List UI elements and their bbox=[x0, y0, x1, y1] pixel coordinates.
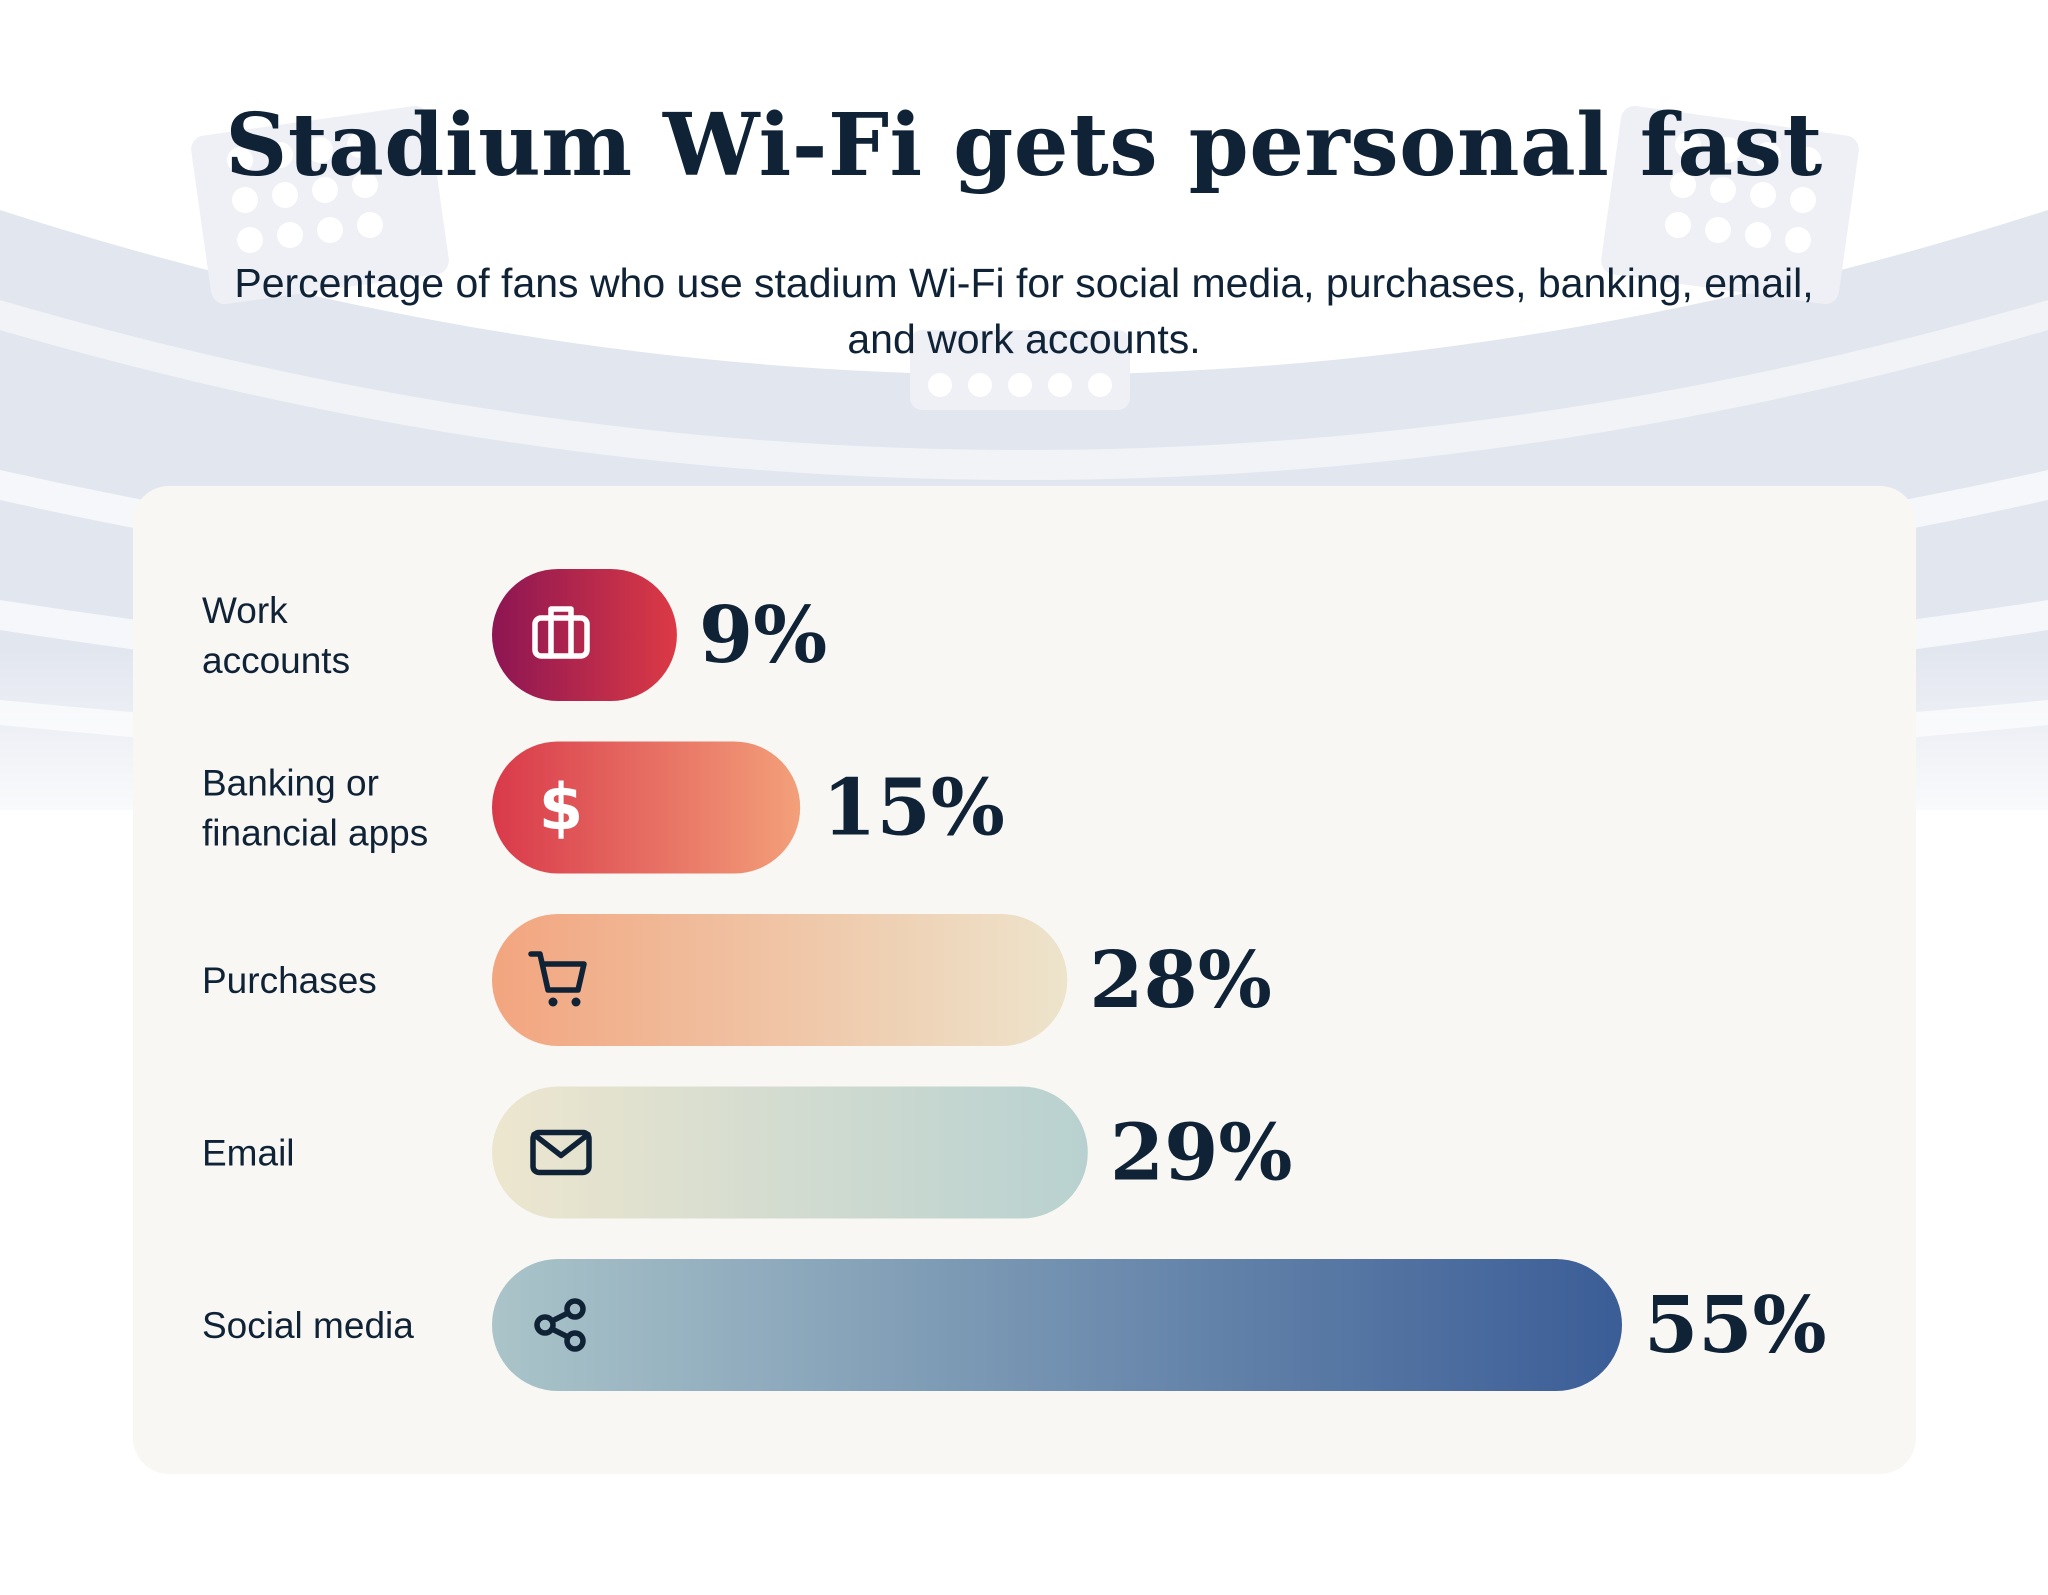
dollar-icon: $ bbox=[539, 772, 584, 846]
bar-email bbox=[492, 1086, 1088, 1219]
category-label: Banking or financial apps bbox=[202, 763, 428, 854]
category-label: Email bbox=[202, 1133, 295, 1174]
bar-banking-or-financial-apps bbox=[492, 741, 801, 874]
category-label: Work accounts bbox=[202, 590, 350, 681]
bar-row-work-accounts: Work accounts 9% bbox=[202, 569, 827, 701]
bar-row-email: Email 29% bbox=[202, 1086, 1293, 1219]
bar-row-banking-or-financial-apps: $ Banking or financial apps 15% bbox=[202, 741, 1005, 874]
bar-row-social-media: Social media 55% bbox=[202, 1259, 1827, 1391]
bars-layer: Work accounts 9% $ Banking or financial apps 1… bbox=[202, 569, 1827, 1391]
bar-purchases bbox=[492, 914, 1068, 1046]
page-subtitle: Percentage of fans who use stadium Wi-Fi… bbox=[234, 260, 1814, 362]
category-label: Social media bbox=[202, 1305, 414, 1346]
share-icon bbox=[534, 1298, 586, 1352]
category-label: Purchases bbox=[202, 960, 377, 1001]
briefcase-icon bbox=[532, 606, 590, 659]
svg-text:$: $ bbox=[539, 772, 584, 846]
value-label: 28% bbox=[1089, 935, 1272, 1026]
value-label: 55% bbox=[1644, 1280, 1827, 1371]
value-label: 9% bbox=[699, 590, 827, 681]
bar-social-media bbox=[492, 1259, 1622, 1391]
cart-icon bbox=[528, 951, 587, 1007]
envelope-icon bbox=[530, 1129, 592, 1176]
bar-row-purchases: Purchases 28% bbox=[202, 914, 1272, 1046]
value-label: 15% bbox=[822, 763, 1005, 854]
value-label: 29% bbox=[1110, 1108, 1293, 1199]
page-title: Stadium Wi-Fi gets personal fast bbox=[225, 95, 1823, 196]
